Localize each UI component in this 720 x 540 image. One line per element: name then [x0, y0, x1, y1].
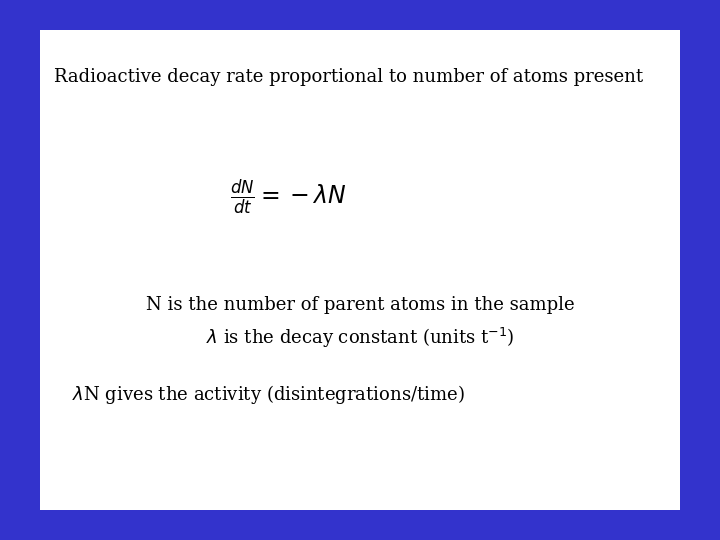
FancyBboxPatch shape: [40, 30, 680, 510]
Text: $\frac{dN}{dt} = -\lambda N$: $\frac{dN}{dt} = -\lambda N$: [230, 178, 346, 217]
Text: N is the number of parent atoms in the sample: N is the number of parent atoms in the s…: [145, 296, 575, 314]
Text: $\lambda$ is the decay constant (units t$^{-1}$): $\lambda$ is the decay constant (units t…: [206, 326, 514, 349]
Text: $\lambda$N gives the activity (disintegrations/time): $\lambda$N gives the activity (disintegr…: [72, 383, 464, 406]
Text: Radioactive decay rate proportional to number of atoms present: Radioactive decay rate proportional to n…: [54, 68, 643, 85]
